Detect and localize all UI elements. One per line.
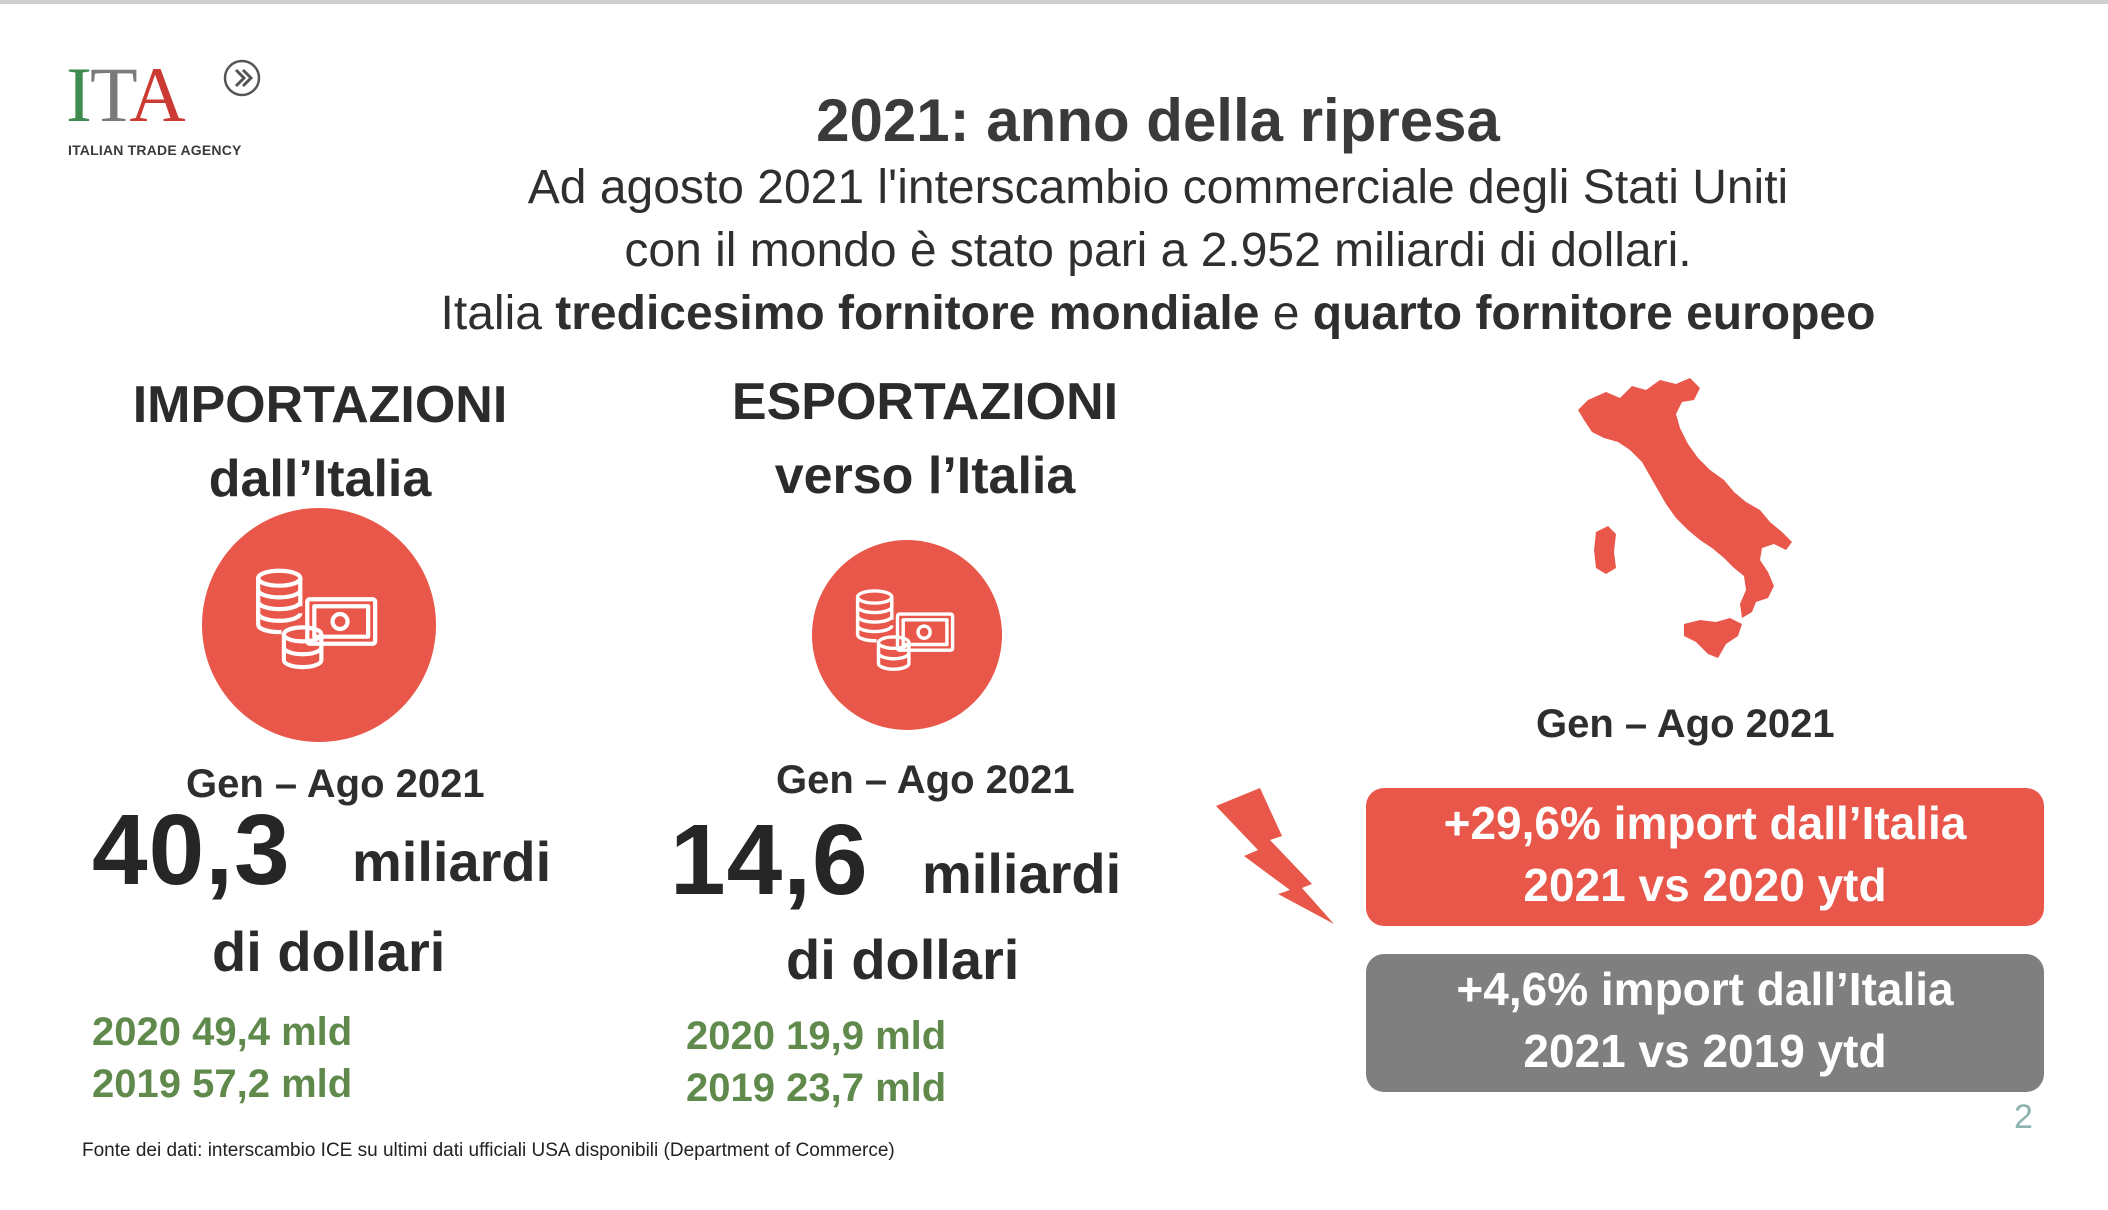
exports-history-2019: 2019 23,7 mld (686, 1066, 947, 1110)
logo-letter-i: I (66, 51, 92, 138)
logo-tagline: ITALIAN TRADE AGENCY (68, 142, 242, 158)
exports-value: 14,6 (670, 804, 869, 916)
logo-mark: ITA (66, 56, 186, 134)
subtitle-bold-2: quarto fornitore europeo (1312, 287, 1876, 340)
subtitle-line-3: Italia tredicesimo fornitore mondiale e … (0, 282, 2108, 345)
subtitle-prefix: Italia (440, 287, 556, 340)
imports-heading-line-1: IMPORTAZIONI (132, 376, 508, 434)
subtitle-line-2: con il mondo è stato pari a 2.952 miliar… (624, 224, 1692, 277)
imports-history-2019: 2019 57,2 mld (92, 1062, 353, 1106)
subtitle-mid: e (1259, 287, 1313, 340)
imports-history-2020: 2020 49,4 mld (92, 1010, 353, 1054)
imports-history: 2020 49,4 mld 2019 57,2 mld (92, 1006, 352, 1110)
exports-coins-icon (812, 540, 1002, 730)
exports-heading: ESPORTAZIONI verso l’Italia (660, 365, 1190, 513)
ita-logo: ITA ITALIAN TRADE AGENCY (66, 56, 276, 166)
growth-badge-2020-line-2: 2021 vs 2020 ytd (1523, 859, 1887, 911)
growth-badge-2020-line-1: +29,6% import dall’Italia (1443, 797, 1967, 849)
imports-unit-2: di dollari (212, 920, 446, 983)
logo-letter-a: A (129, 51, 185, 138)
italy-map-icon (1578, 378, 1792, 658)
imports-heading-line-2: dall’Italia (208, 450, 432, 508)
exports-heading-line-1: ESPORTAZIONI (731, 373, 1119, 431)
imports-coins-icon (202, 508, 436, 742)
page-number: 2 (2014, 1098, 2033, 1136)
exports-heading-line-2: verso l’Italia (774, 447, 1076, 505)
exports-history-2020: 2020 19,9 mld (686, 1014, 947, 1058)
imports-period: Gen – Ago 2021 (186, 762, 485, 806)
top-border (0, 0, 2108, 4)
growth-badge-2019-line-1: +4,6% import dall’Italia (1456, 963, 1954, 1015)
coins-cash-icon (855, 589, 955, 671)
exports-unit-2: di dollari (786, 928, 1020, 991)
logo-letter-t: T (89, 51, 131, 138)
imports-heading: IMPORTAZIONI dall’Italia (60, 368, 580, 516)
source-note: Fonte dei dati: interscambio ICE su ulti… (82, 1140, 895, 1161)
imports-unit-1: miliardi (352, 830, 552, 893)
exports-history: 2020 19,9 mld 2019 23,7 mld (686, 1010, 946, 1114)
lightning-bolt-icon (1216, 788, 1334, 924)
coins-cash-icon (256, 568, 378, 670)
growth-badge-2020: +29,6% import dall’Italia 2021 vs 2020 y… (1366, 788, 2044, 926)
logo-arrows-icon (223, 59, 261, 97)
exports-unit-1: miliardi (922, 842, 1122, 905)
page-title: 2021: anno della ripresa (816, 87, 1500, 154)
growth-badge-2019: +4,6% import dall’Italia 2021 vs 2019 yt… (1366, 954, 2044, 1092)
exports-period: Gen – Ago 2021 (776, 758, 1075, 802)
imports-value: 40,3 (92, 794, 291, 906)
subtitle-line-1: Ad agosto 2021 l'interscambio commercial… (527, 161, 1789, 214)
subtitle-bold-1: tredicesimo fornitore mondiale (555, 287, 1260, 340)
page-subtitle: Ad agosto 2021 l'interscambio commercial… (0, 156, 2108, 345)
growth-badge-2019-line-2: 2021 vs 2019 ytd (1523, 1025, 1887, 1077)
map-period: Gen – Ago 2021 (1536, 702, 1835, 746)
